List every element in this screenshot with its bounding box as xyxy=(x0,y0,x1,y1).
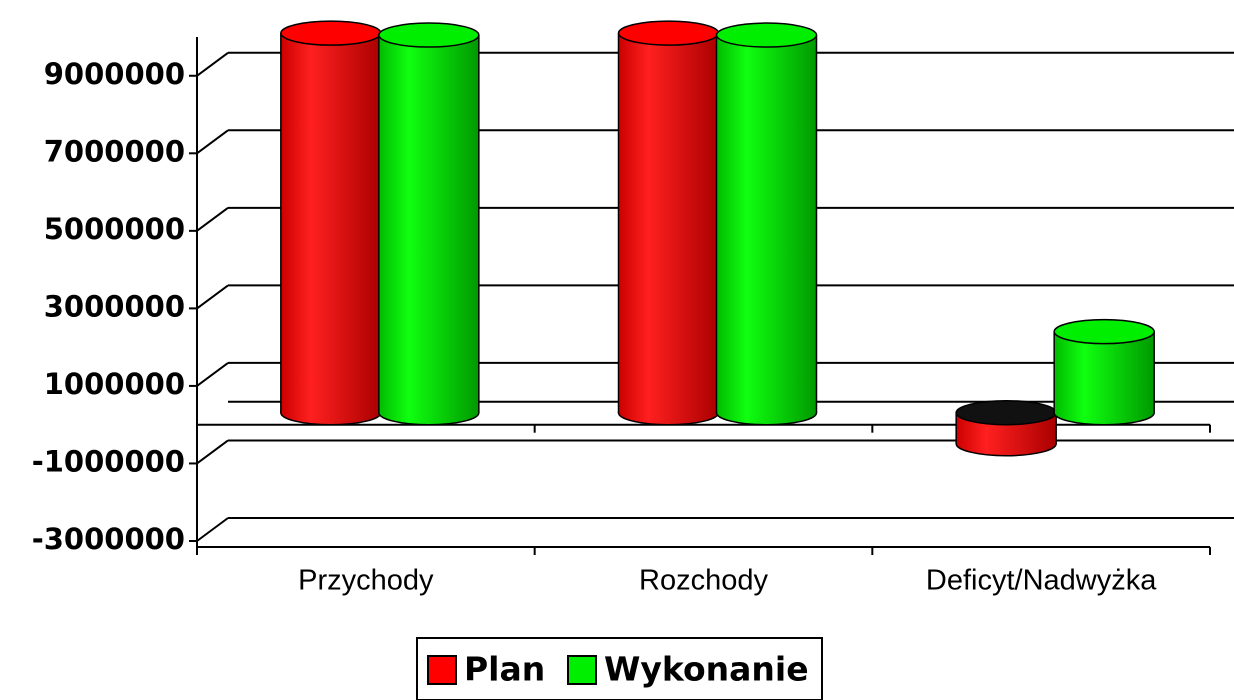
y-tick-label: 1000000 xyxy=(44,367,185,401)
cylinder-top xyxy=(715,22,818,48)
cylinder-body xyxy=(618,33,719,413)
grid-line xyxy=(196,517,229,542)
legend-label: Plan xyxy=(464,650,545,689)
grid-line xyxy=(196,284,229,310)
cylinder xyxy=(378,22,480,426)
cylinder xyxy=(617,20,720,426)
cylinder xyxy=(955,399,1057,457)
grid-line xyxy=(196,439,229,465)
y-tick-label: 9000000 xyxy=(44,57,185,91)
x-tick-label: Przychody xyxy=(298,565,434,597)
x-tick-label: Deficyt/Nadwyżka xyxy=(926,565,1157,597)
legend-box xyxy=(416,637,823,700)
cylinder-top xyxy=(280,20,382,46)
y-tick-label: 5000000 xyxy=(44,212,185,246)
cylinder-top xyxy=(378,22,480,48)
legend-swatch xyxy=(567,655,597,685)
legend-swatch xyxy=(427,655,457,685)
cylinder-top xyxy=(617,20,720,46)
x-tick-label: Rozchody xyxy=(639,565,768,597)
y-tick-label: 7000000 xyxy=(44,134,185,168)
cylinder-body xyxy=(1054,331,1155,413)
cylinder-body xyxy=(280,33,381,413)
cylinder-body xyxy=(378,35,479,413)
y-tick-label: -3000000 xyxy=(32,522,185,556)
y-tick-label: 3000000 xyxy=(44,289,185,323)
cylinder-top xyxy=(1053,318,1155,345)
grid-line xyxy=(196,362,229,387)
legend-label: Wykonanie xyxy=(604,650,809,689)
y-tick-label: -1000000 xyxy=(32,444,185,478)
cylinder xyxy=(280,20,382,426)
cylinder xyxy=(1053,318,1155,426)
grid-line xyxy=(196,129,229,155)
grid-line xyxy=(196,51,229,77)
cylinder-top xyxy=(955,399,1057,426)
cylinder xyxy=(715,22,818,426)
grid-line xyxy=(196,207,229,232)
cylinder-body xyxy=(716,35,817,413)
